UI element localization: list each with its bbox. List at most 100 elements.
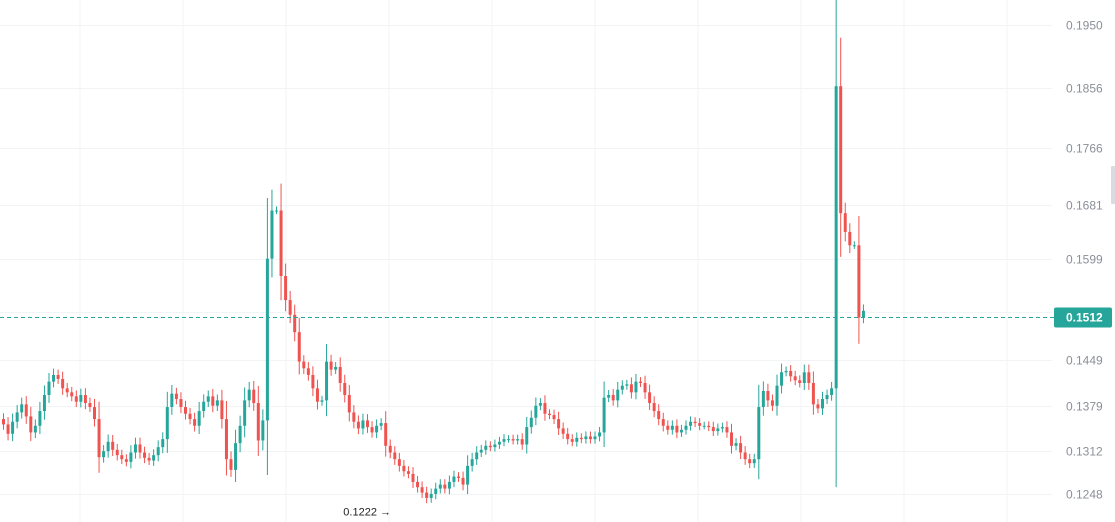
candle-body [156,447,160,456]
grid [0,0,1052,522]
candle-body [811,382,815,405]
candle-body [83,395,87,404]
candle-body [261,420,265,441]
candle-body [443,484,447,489]
y-axis[interactable]: 0.19500.18560.17660.16810.15990.15200.14… [1066,19,1103,502]
candle-body [97,419,101,458]
candle-body [220,400,224,420]
candle-body [429,493,433,498]
candle-body [652,403,656,412]
candle-body [42,395,46,412]
candle-body [684,425,688,430]
candle-body [24,404,28,417]
candle-body [552,415,556,420]
candle-body [466,465,470,485]
candle-body [279,210,283,277]
candle-body [789,370,793,377]
candle-body [839,86,843,214]
candle-body [639,381,642,383]
candle-body [666,425,670,430]
candle-body [807,372,811,383]
candle-body [625,384,629,386]
candle-body [511,439,515,441]
candle-body [757,407,761,460]
candle-body [452,476,456,482]
candle-body [188,413,192,420]
candle-body [234,443,238,470]
candle-body [133,444,137,453]
candle-body [675,425,679,433]
candle-body [356,421,360,429]
candle-body [538,403,542,406]
candle-body [602,397,606,433]
candle-body [393,452,397,460]
candle-body [761,391,765,408]
candle-body [748,459,752,464]
candle-body [270,210,274,259]
candle-body [634,381,638,393]
candle-body [484,445,488,450]
candle-body [693,421,697,424]
candle-body [657,411,661,420]
candle-body [488,445,492,448]
candle-body [124,459,128,462]
candle-body [138,444,142,453]
candle-body [293,314,297,333]
candle-body [702,425,706,427]
candle-body [6,424,10,434]
candle-body [243,400,247,426]
candle-body [347,395,351,413]
candle-body [661,419,665,426]
candle-body [588,436,592,440]
y-tick-label: 0.1856 [1066,82,1103,96]
candle-body [315,388,319,402]
candle-body [798,380,802,383]
candle-body [252,389,256,404]
candle-body [689,421,693,426]
candle-body [302,361,306,369]
candle-body [416,481,420,488]
current-price-badge [1054,307,1112,328]
candle-body [334,366,338,370]
candle-body [643,382,647,393]
candle-body [529,417,533,428]
candle-body [497,441,501,445]
candle-body [61,378,65,389]
candle-body [288,300,292,315]
candle-body [74,396,78,402]
candle-body [352,412,356,422]
candle-body [520,439,524,445]
candle-body [821,399,824,409]
candle-body [311,374,315,389]
candle-body [297,332,301,362]
candle-body [170,393,174,408]
candle-body [679,429,683,433]
candle-body [775,385,779,406]
y-tick-label: 0.1950 [1066,19,1103,33]
candle-body [598,432,602,437]
candle-body [338,366,342,383]
candle-body [475,452,479,460]
candle-body [56,374,60,379]
candle-body [620,385,624,390]
candle-body [320,400,324,402]
candle-body [648,392,652,404]
candle-body [557,419,561,429]
candle-body [179,399,183,408]
candle-body [161,439,165,448]
candle-body [247,389,251,401]
candle-body [147,457,151,461]
candle-body [411,473,415,482]
candle-body [20,404,24,413]
candle-body [52,374,56,382]
candle-body [425,492,429,498]
candle-body [616,389,620,401]
candle-body [793,376,797,381]
candle-body [825,395,829,400]
candle-body [93,407,96,420]
low-marker: 0.1222 → [343,506,391,518]
scroll-handle[interactable] [1111,166,1115,204]
candle-body [493,444,497,448]
